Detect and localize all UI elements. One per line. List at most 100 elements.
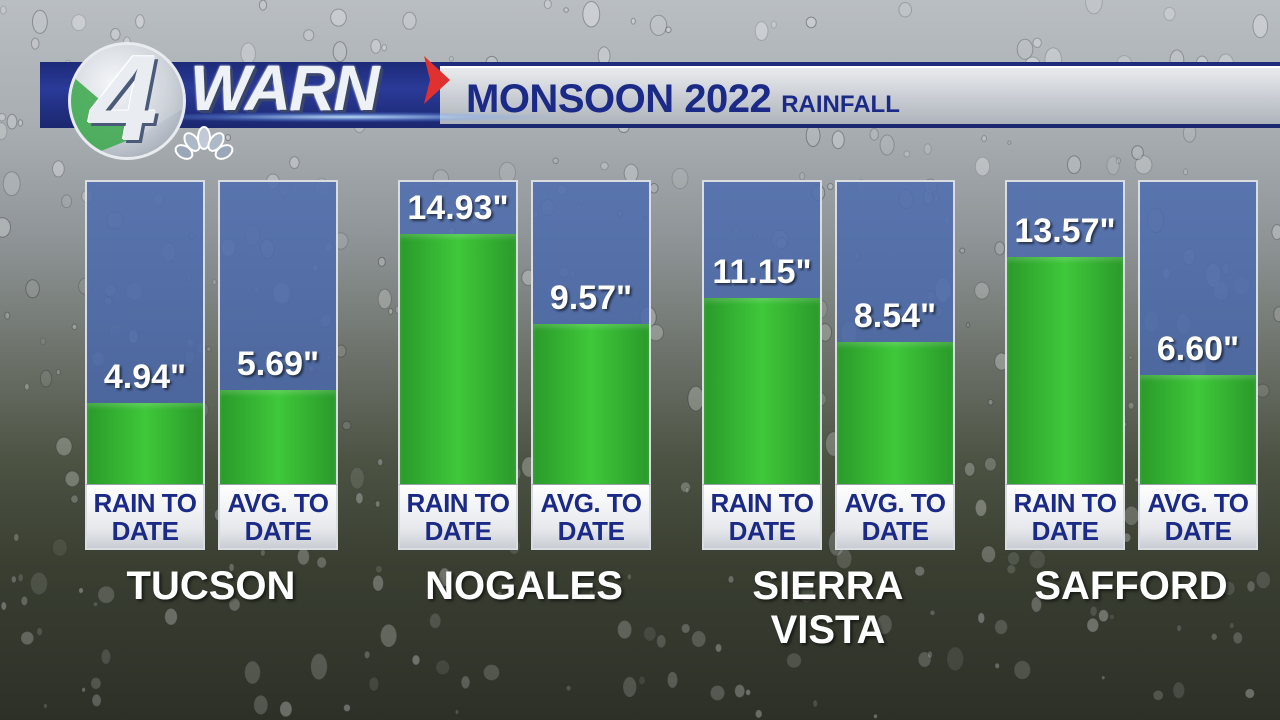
raindrop	[279, 700, 293, 718]
raindrop	[0, 217, 11, 238]
raindrop	[523, 569, 536, 585]
series-label-avg-to-date: AVG. TO DATE	[1138, 484, 1258, 550]
series-label-line: AVG. TO	[227, 488, 330, 518]
bar-fill	[1140, 374, 1256, 484]
banner-glow	[140, 112, 560, 122]
raindrop	[1115, 157, 1122, 164]
raindrop	[1128, 355, 1133, 360]
series-label-line: AVG. TO	[844, 488, 947, 518]
raindrop	[959, 247, 966, 254]
raindrop	[244, 595, 249, 601]
raindrop	[630, 17, 636, 25]
raindrop	[55, 369, 61, 376]
raindrop	[454, 709, 460, 715]
raindrop	[228, 597, 241, 612]
raindrop	[228, 563, 235, 572]
raindrop	[1028, 549, 1046, 570]
raindrop	[244, 660, 261, 685]
raindrop	[665, 26, 672, 34]
raindrop	[1172, 681, 1186, 699]
raindrop	[914, 565, 926, 577]
logo-number: 4	[90, 30, 158, 166]
series-label-line: DATE	[244, 516, 312, 546]
raindrop	[1222, 581, 1236, 596]
chart-title: MONSOON 2022 RAINFALL	[466, 74, 900, 124]
raindrop	[1007, 140, 1012, 145]
series-label-line: DATE	[424, 516, 492, 546]
raindrop	[552, 157, 559, 165]
raindrop	[258, 0, 268, 11]
raindrop	[332, 41, 348, 63]
raindrop	[374, 500, 381, 508]
title-strip	[440, 66, 1280, 124]
city-label-line: SAFFORD	[1034, 564, 1228, 608]
series-label-line: DATE	[728, 516, 796, 546]
raindrop	[303, 29, 315, 42]
raindrop	[370, 38, 382, 54]
bar-fill	[400, 233, 516, 484]
raindrop	[110, 28, 121, 41]
raindrop	[600, 161, 609, 171]
raindrop	[97, 585, 115, 604]
city-label-line: NOGALES	[425, 564, 623, 608]
raindrop	[1255, 570, 1272, 590]
raindrop	[1244, 688, 1255, 699]
bar-fill	[704, 297, 820, 484]
raindrop	[1098, 609, 1109, 623]
raindrop	[643, 626, 657, 642]
raindrop	[903, 150, 911, 158]
raindrop	[1246, 580, 1256, 593]
value-label: 5.69"	[236, 344, 320, 383]
raindrop	[310, 653, 328, 681]
raindrop	[680, 623, 691, 634]
raindrop	[727, 575, 735, 584]
raindrop	[714, 643, 723, 653]
raindrop	[974, 281, 990, 300]
raindrop	[402, 11, 417, 30]
raindrop	[786, 652, 802, 669]
raindrop	[330, 8, 347, 27]
raindrop	[1013, 660, 1032, 680]
bar-fill	[87, 402, 203, 484]
value-label: 11.15"	[712, 252, 812, 291]
series-label-line: RAIN TO	[710, 488, 814, 518]
value-label: 14.93"	[407, 188, 509, 227]
raindrop	[43, 703, 48, 709]
raindrop	[1106, 155, 1120, 176]
raindrop	[81, 687, 86, 693]
raindrop	[869, 128, 879, 141]
raindrop	[565, 685, 572, 692]
raindrop	[582, 1, 601, 28]
series-label-line: DATE	[1164, 516, 1232, 546]
raindrop	[483, 664, 500, 681]
raindrop	[929, 609, 936, 616]
raindrop	[666, 671, 679, 689]
raindrop	[429, 612, 442, 629]
raindrop	[965, 322, 971, 328]
raindrop	[90, 677, 102, 690]
raindrop	[377, 288, 392, 310]
raindrop	[1210, 633, 1218, 641]
raindrop	[32, 9, 48, 34]
raindrop	[1163, 6, 1176, 21]
raindrop	[71, 323, 78, 330]
series-label-line: AVG. TO	[1147, 488, 1250, 518]
raindrop	[1030, 596, 1043, 613]
raindrop	[375, 565, 383, 574]
bar-fill	[1007, 256, 1123, 484]
raindrop	[70, 494, 79, 504]
raindrop	[1016, 38, 1034, 60]
raindrop	[0, 5, 7, 15]
series-label-line: RAIN TO	[406, 488, 510, 518]
raindrop	[17, 119, 24, 127]
raindrop	[946, 646, 965, 672]
raindrop	[316, 556, 328, 569]
raindrop	[13, 533, 20, 542]
raindrop	[1123, 505, 1140, 526]
city-label-line: VISTA	[770, 608, 886, 652]
raindrop	[30, 37, 40, 50]
series-label-rain-to-date: RAIN TO DATE	[85, 484, 205, 550]
series-label-rain-to-date: RAIN TO DATE	[702, 484, 822, 550]
raindrop	[438, 567, 451, 587]
